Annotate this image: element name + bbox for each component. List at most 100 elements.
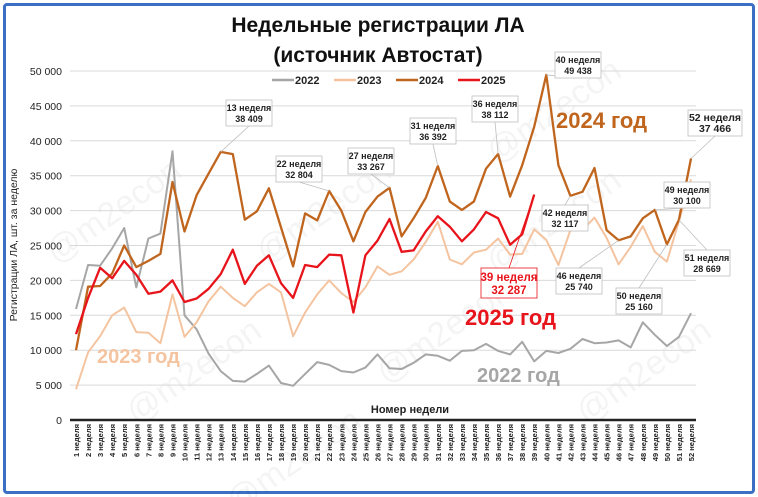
x-tick-label: 42 неделя xyxy=(566,424,575,461)
x-tick-label: 35 неделя xyxy=(482,424,491,461)
x-tick-label: 30 неделя xyxy=(422,424,431,461)
x-tick-label: 21 неделя xyxy=(313,424,322,461)
y-tick-label: 5 000 xyxy=(36,380,62,392)
callout-box xyxy=(409,117,457,145)
series-label-2024: 2024 год xyxy=(556,108,647,133)
x-tick-label: 15 неделя xyxy=(241,424,250,461)
callout-text: 49 438 xyxy=(564,66,592,76)
y-tick-label: 20 000 xyxy=(30,275,62,287)
callout-leader xyxy=(298,181,330,192)
callout-box xyxy=(683,249,731,277)
callout-text: 32 804 xyxy=(285,170,313,180)
callout-box xyxy=(541,204,589,232)
series-label-2025: 2025 год xyxy=(465,305,556,330)
x-tick-label: 43 неделя xyxy=(578,424,587,461)
callout-leader xyxy=(508,194,535,269)
x-tick-label: 52 неделя xyxy=(687,424,696,461)
callout-text: 30 100 xyxy=(673,196,701,206)
x-tick-label: 26 неделя xyxy=(373,424,382,461)
x-tick-label: 34 неделя xyxy=(470,424,479,461)
callout-leader xyxy=(578,240,619,269)
x-tick-label: 24 неделя xyxy=(349,424,358,461)
x-tick-label: 48 неделя xyxy=(639,424,648,461)
x-tick-label: 8 неделя xyxy=(156,424,165,457)
callout-text: 25 160 xyxy=(625,302,653,312)
y-tick-label: 25 000 xyxy=(30,241,62,253)
callout-text: 31 неделя xyxy=(411,121,456,131)
x-tick-label: 41 неделя xyxy=(554,424,563,461)
x-tick-label: 3 неделя xyxy=(96,424,105,457)
callout-text: 42 неделя xyxy=(543,208,588,218)
callout-text: 38 112 xyxy=(481,110,508,120)
x-tick-label: 29 неделя xyxy=(410,424,419,461)
callout-text: 51 неделя xyxy=(685,253,730,263)
callout-text: 32 287 xyxy=(491,285,526,297)
x-tick-label: 13 неделя xyxy=(217,424,226,461)
x-tick-label: 12 неделя xyxy=(205,424,214,461)
callout-text: 27 неделя xyxy=(349,151,394,161)
x-tick-label: 10 неделя xyxy=(181,424,190,461)
watermark: @m2econ xyxy=(119,311,268,431)
series-line-2023 xyxy=(75,178,692,390)
y-tick-label: 35 000 xyxy=(30,171,62,183)
x-tick-label: 50 неделя xyxy=(663,424,672,461)
callout-leader xyxy=(494,121,499,155)
x-tick-label: 5 неделя xyxy=(120,424,129,457)
y-tick-label: 45 000 xyxy=(30,101,62,113)
callout-leader xyxy=(220,125,250,153)
callout-leader xyxy=(690,135,716,159)
x-tick-label: 46 неделя xyxy=(615,424,624,461)
x-axis-label: Номер недели xyxy=(371,404,449,416)
x-tick-label: 38 неделя xyxy=(518,424,527,461)
callout-box xyxy=(555,267,603,295)
y-tick-label: 15 000 xyxy=(30,310,62,322)
x-tick-label: 27 неделя xyxy=(386,424,395,461)
y-tick-label: 0 xyxy=(56,415,62,427)
x-tick-label: 40 неделя xyxy=(542,424,551,461)
x-tick-label: 1 неделя xyxy=(72,424,81,457)
callout-leader xyxy=(638,244,668,289)
x-tick-label: 32 неделя xyxy=(446,424,455,461)
legend-label-2024: 2024 xyxy=(419,75,444,87)
callout-text: 25 740 xyxy=(565,282,593,292)
series-label-2022: 2022 год xyxy=(477,365,560,387)
x-tick-label: 33 неделя xyxy=(458,424,467,461)
callout-text: 33 267 xyxy=(357,162,385,172)
x-tick-label: 17 неделя xyxy=(265,424,274,461)
x-tick-label: 31 неделя xyxy=(434,424,443,461)
x-tick-label: 28 неделя xyxy=(398,424,407,461)
x-tick-label: 14 неделя xyxy=(229,424,238,461)
callout-leader xyxy=(564,195,571,206)
x-tick-label: 45 неделя xyxy=(603,424,612,461)
callout-box xyxy=(275,155,323,183)
chart-title-line1: Недельные регистрации ЛА xyxy=(231,14,524,37)
x-tick-label: 23 неделя xyxy=(337,424,346,461)
x-tick-label: 7 неделя xyxy=(144,424,153,457)
callout-box xyxy=(471,95,519,123)
x-tick-label: 25 неделя xyxy=(361,424,370,461)
callout-box xyxy=(615,287,663,315)
x-tick-label: 11 неделя xyxy=(193,424,202,461)
callout-box xyxy=(687,109,743,137)
x-tick-label: 20 неделя xyxy=(301,424,310,461)
x-tick-label: 47 неделя xyxy=(627,424,636,461)
callout-leader xyxy=(678,219,708,251)
x-tick-label: 36 неделя xyxy=(494,424,503,461)
callout-box xyxy=(480,267,538,299)
callout-text: 49 неделя xyxy=(665,185,710,195)
x-tick-label: 4 неделя xyxy=(108,424,117,457)
callout-text: 39 неделя xyxy=(480,272,537,284)
y-tick-label: 40 000 xyxy=(30,136,62,148)
x-tick-label: 6 неделя xyxy=(132,424,141,457)
watermark: @m2econ xyxy=(569,311,718,431)
series-line-2022 xyxy=(75,150,692,387)
x-tick-label: 49 неделя xyxy=(651,424,660,461)
callout-text: 46 неделя xyxy=(557,271,602,281)
callout-leader xyxy=(370,173,390,189)
callout-text: 38 409 xyxy=(235,114,263,124)
callout-box xyxy=(347,147,395,175)
x-tick-label: 39 неделя xyxy=(530,424,539,461)
y-tick-label: 30 000 xyxy=(30,206,62,218)
